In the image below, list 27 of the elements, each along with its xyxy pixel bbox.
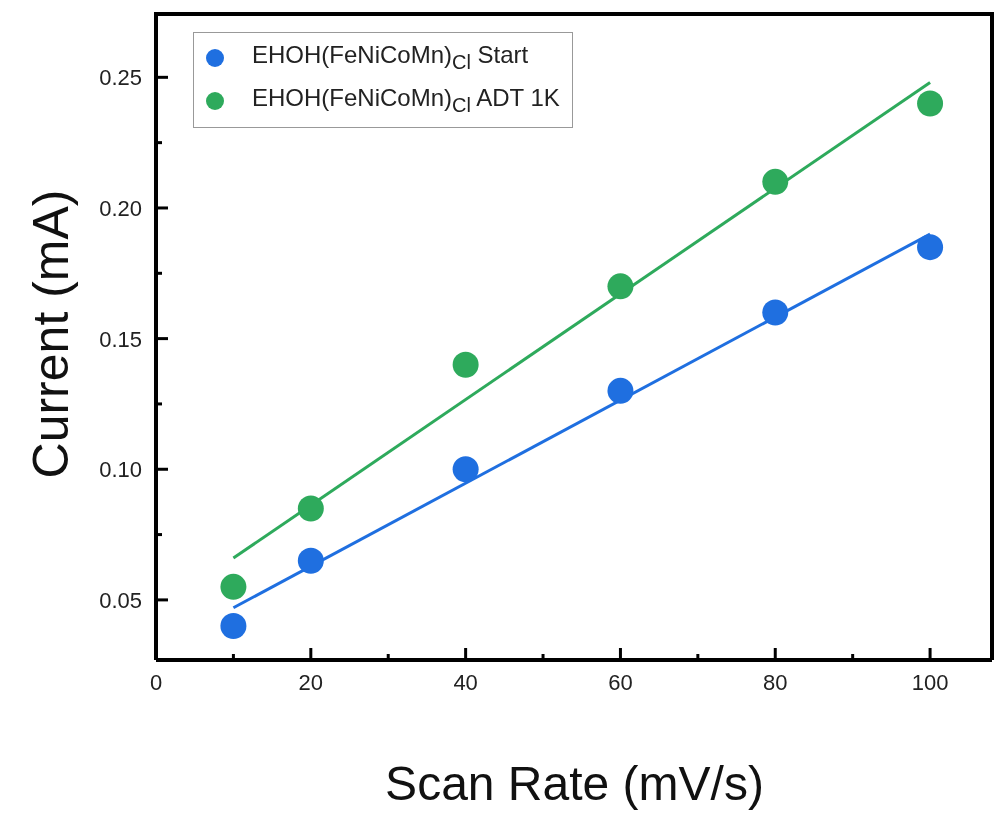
point [607, 273, 634, 300]
x-tick-label: 0 [149, 670, 163, 695]
legend-label: EHOH(FeNiCoMn)$_{Cl}$ ADT 1K [252, 82, 560, 118]
point [297, 547, 324, 574]
legend-label: EHOH(FeNiCoMn)$_{Cl}$ Start [252, 40, 529, 75]
y-tick-label: 0.15 [99, 326, 142, 352]
y-tick-label: 0.05 [99, 587, 142, 613]
point [452, 456, 479, 483]
x-tick-label: 100 [911, 670, 949, 695]
point [220, 613, 247, 640]
x-tick-label: 20 [298, 670, 324, 695]
x-tick-label: 40 [453, 670, 478, 695]
point [452, 351, 479, 378]
point [220, 573, 247, 600]
point [762, 299, 789, 326]
y-tick-label: 0.20 [99, 195, 142, 221]
point [917, 90, 944, 117]
point [607, 377, 634, 404]
x-tick-label: 60 [608, 670, 633, 695]
y-axis-title: Current (mA) [23, 189, 79, 479]
y-tick-label: 0.10 [99, 457, 142, 483]
point [297, 495, 324, 522]
x-axis-title: Scan Rate (mV/s) [385, 757, 764, 810]
x-tick-label: 80 [763, 670, 788, 695]
y-tick-label: 0.25 [99, 65, 142, 91]
point [762, 168, 789, 195]
point [917, 234, 944, 261]
